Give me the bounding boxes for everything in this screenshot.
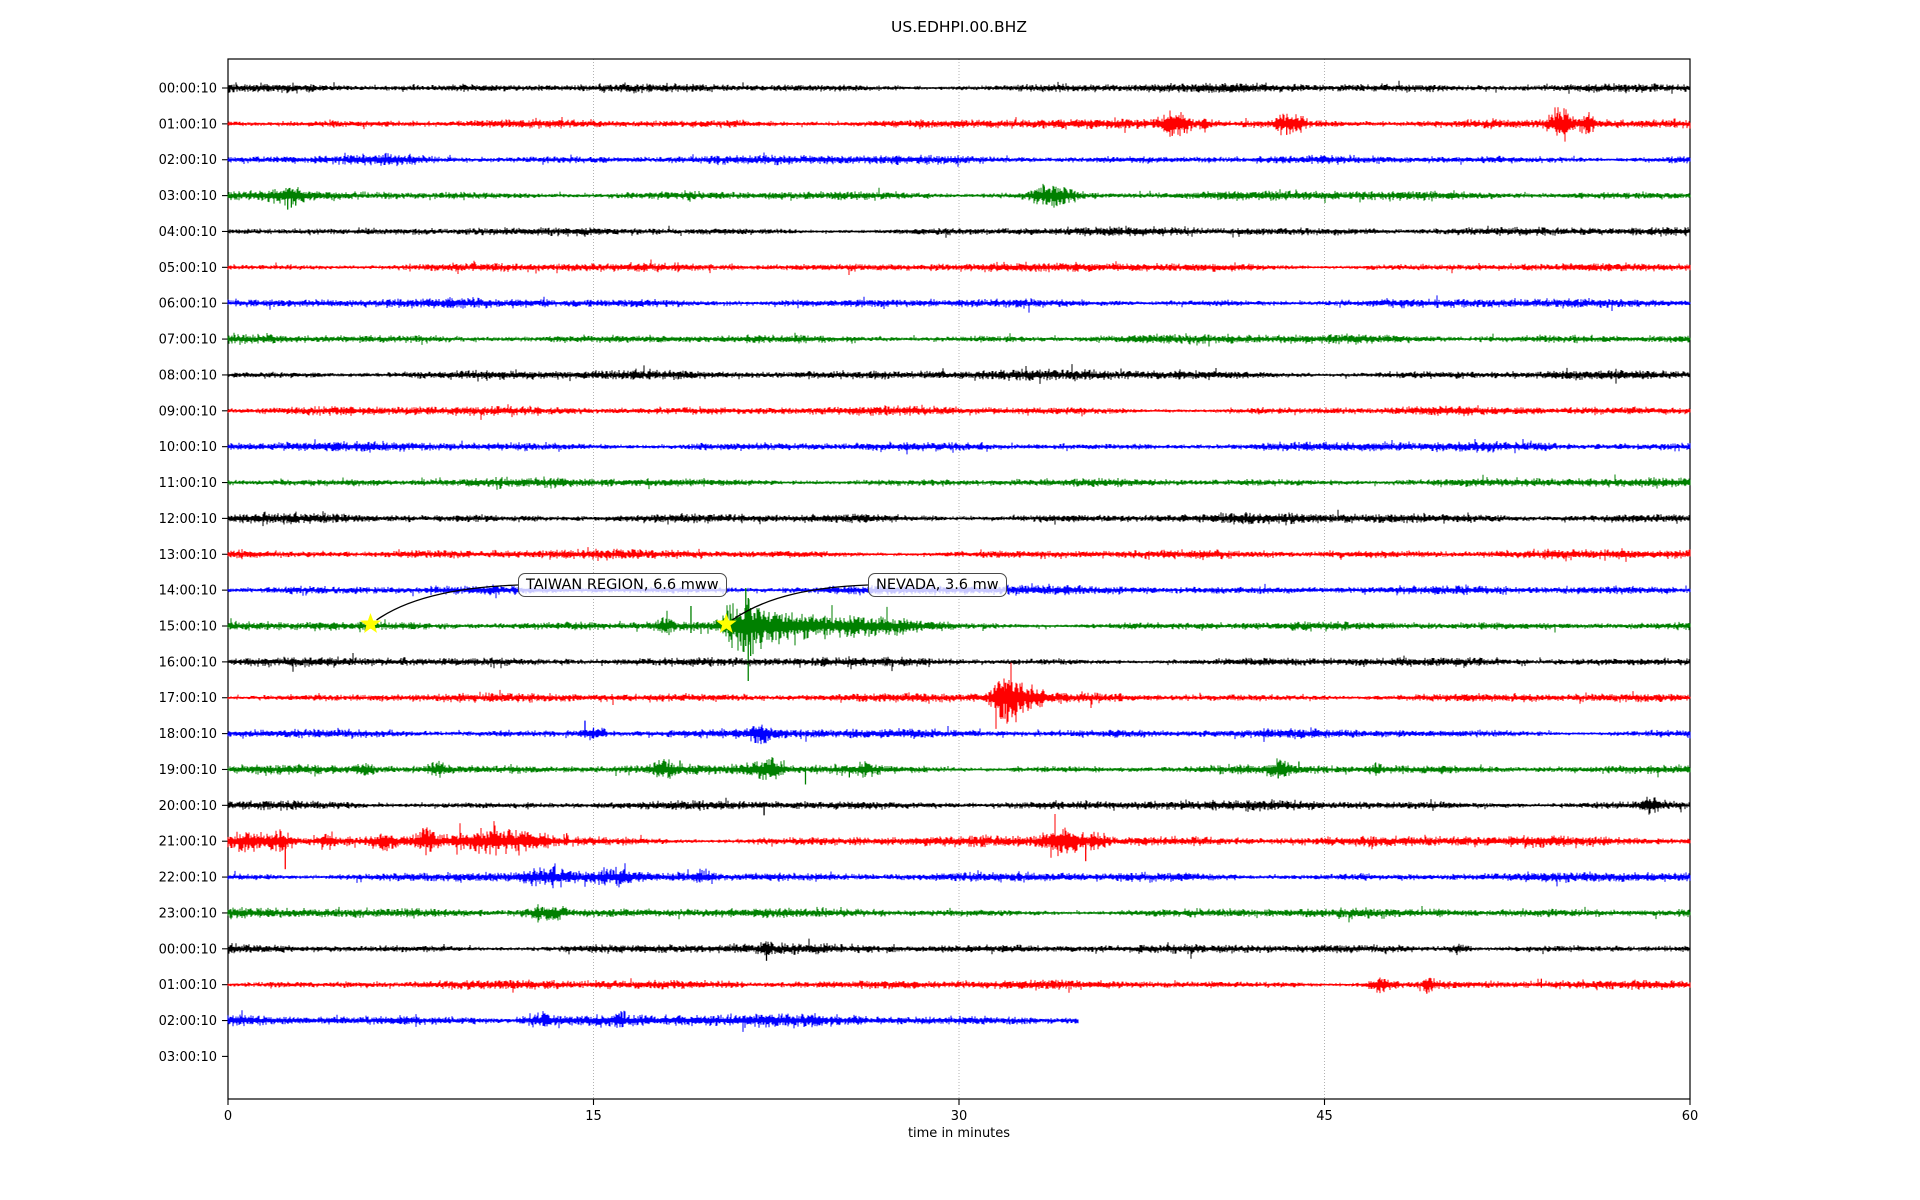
- row-time-label: 03:00:10: [159, 189, 217, 204]
- waveform-trace: [227, 724, 1691, 745]
- waveform-trace: [227, 80, 1691, 94]
- x-tick-label: 15: [585, 1109, 602, 1124]
- row-time-label: 22:00:10: [159, 871, 217, 886]
- waveform-trace: [227, 295, 1691, 313]
- row-time-label: 14:00:10: [159, 584, 217, 599]
- row-time-label: 11:00:10: [159, 476, 217, 491]
- row-time-label: 18:00:10: [159, 727, 217, 742]
- row-time-label: 21:00:10: [159, 835, 217, 850]
- waveform-trace: [227, 259, 1691, 275]
- waveform-trace: [227, 474, 1691, 490]
- row-time-label: 02:00:10: [159, 1014, 217, 1029]
- waveform-trace: [227, 152, 1691, 167]
- row-time-label: 12:00:10: [159, 512, 217, 527]
- waveform-trace: [227, 547, 1691, 562]
- row-time-label: 09:00:10: [159, 404, 217, 419]
- waveform-trace: [227, 904, 1691, 923]
- annotation-taiwan-region: TAIWAN REGION, 6.6 mww: [518, 573, 727, 597]
- x-axis-label: time in minutes: [908, 1126, 1010, 1141]
- row-time-label: 02:00:10: [159, 153, 217, 168]
- waveform-trace: [227, 977, 1691, 994]
- waveform-trace: [227, 404, 1691, 420]
- waveform-trace: [227, 183, 1691, 208]
- row-time-label: 23:00:10: [159, 906, 217, 921]
- waveform-trace: [227, 509, 1691, 527]
- waveform-trace: [227, 107, 1691, 142]
- row-time-label: 17:00:10: [159, 691, 217, 706]
- row-time-label: 03:00:10: [159, 1050, 217, 1065]
- row-time-label: 01:00:10: [159, 117, 217, 132]
- waveform-trace: [227, 332, 1691, 347]
- row-time-label: 07:00:10: [159, 333, 217, 348]
- row-time-label: 16:00:10: [159, 655, 217, 670]
- row-time-label: 04:00:10: [159, 225, 217, 240]
- row-time-label: 05:00:10: [159, 261, 217, 276]
- row-time-label: 13:00:10: [159, 548, 217, 563]
- waveform-trace: [227, 225, 1691, 238]
- row-time-label: 01:00:10: [159, 978, 217, 993]
- row-time-label: 06:00:10: [159, 297, 217, 312]
- waveform-trace: [227, 662, 1691, 729]
- row-time-label: 00:00:10: [159, 82, 217, 97]
- x-tick-label: 0: [224, 1109, 232, 1124]
- waveform-trace: [227, 599, 1691, 655]
- row-time-label: 19:00:10: [159, 763, 217, 778]
- event-star-marker: [715, 612, 737, 633]
- waveform-trace: [227, 757, 1691, 780]
- x-tick-label: 60: [1682, 1109, 1699, 1124]
- waveform-trace: [227, 653, 1691, 672]
- row-time-label: 15:00:10: [159, 620, 217, 635]
- row-time-label: 20:00:10: [159, 799, 217, 814]
- row-time-label: 10:00:10: [159, 440, 217, 455]
- waveform-trace: [227, 796, 1691, 815]
- waveform-trace: [227, 439, 1691, 455]
- chart-title: US.EDHPI.00.BHZ: [891, 18, 1027, 36]
- waveform-trace: [227, 364, 1691, 384]
- annotation-nevada: NEVADA, 3.6 mw: [868, 573, 1007, 597]
- waveform-trace: [227, 863, 1691, 889]
- row-time-label: 08:00:10: [159, 368, 217, 383]
- waveform-trace: [227, 1010, 1079, 1032]
- event-star-marker: [360, 612, 382, 633]
- x-tick-label: 30: [951, 1109, 968, 1124]
- waveform-trace: [227, 938, 1691, 959]
- waveform-trace: [227, 814, 1691, 858]
- row-time-label: 00:00:10: [159, 942, 217, 957]
- x-tick-label: 45: [1316, 1109, 1333, 1124]
